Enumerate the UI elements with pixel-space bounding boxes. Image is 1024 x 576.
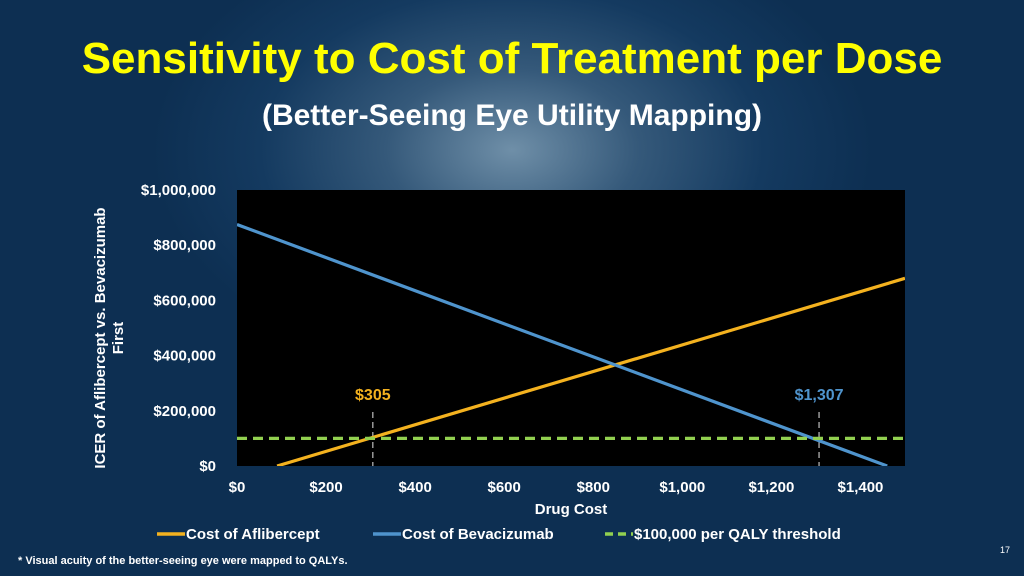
y-axis-title: ICER of Aflibercept vs. Bevacizumab First — [92, 207, 127, 468]
x-tick-label: $200 — [309, 479, 342, 496]
series-line — [276, 276, 905, 466]
plot-area — [237, 190, 905, 466]
x-tick-label: $400 — [398, 479, 431, 496]
legend-label: Cost of Aflibercept — [186, 526, 320, 543]
y-tick-label: $0 — [199, 458, 216, 475]
annotation-label: $1,307 — [795, 387, 844, 404]
y-tick-label: $600,000 — [153, 292, 216, 309]
annotation-label: $305 — [355, 387, 391, 404]
y-tick-label: $800,000 — [153, 237, 216, 254]
y-axis-title-line: ICER of Aflibercept vs. Bevacizumab — [92, 207, 109, 468]
slide-subtitle: (Better-Seeing Eye Utility Mapping) — [261, 99, 763, 132]
series-line — [237, 223, 888, 466]
x-tick-label: $1,400 — [838, 479, 884, 496]
x-axis-title: Drug Cost — [535, 501, 608, 518]
x-tick-label: $1,200 — [748, 479, 794, 496]
y-tick-label: $1,000,000 — [141, 182, 216, 199]
x-tick-label: $0 — [229, 479, 246, 496]
legend-label: Cost of Bevacizumab — [402, 526, 554, 543]
legend: Cost of Aflibercept Cost of Bevacizumab $1… — [157, 526, 841, 543]
y-tick-label: $200,000 — [153, 403, 216, 420]
y-axis-title-line: First — [110, 322, 127, 355]
x-tick-label: $600 — [488, 479, 521, 496]
x-tick-label: $800 — [577, 479, 610, 496]
slide-title: Sensitivity to Cost of Treatment per Dos… — [81, 34, 943, 83]
y-tick-label: $400,000 — [153, 348, 216, 365]
footnote: * Visual acuity of the better-seeing eye… — [18, 555, 348, 567]
legend-label: $100,000 per QALY threshold — [634, 526, 841, 543]
slide-number: 17 — [1000, 545, 1011, 555]
x-tick-label: $1,000 — [659, 479, 705, 496]
